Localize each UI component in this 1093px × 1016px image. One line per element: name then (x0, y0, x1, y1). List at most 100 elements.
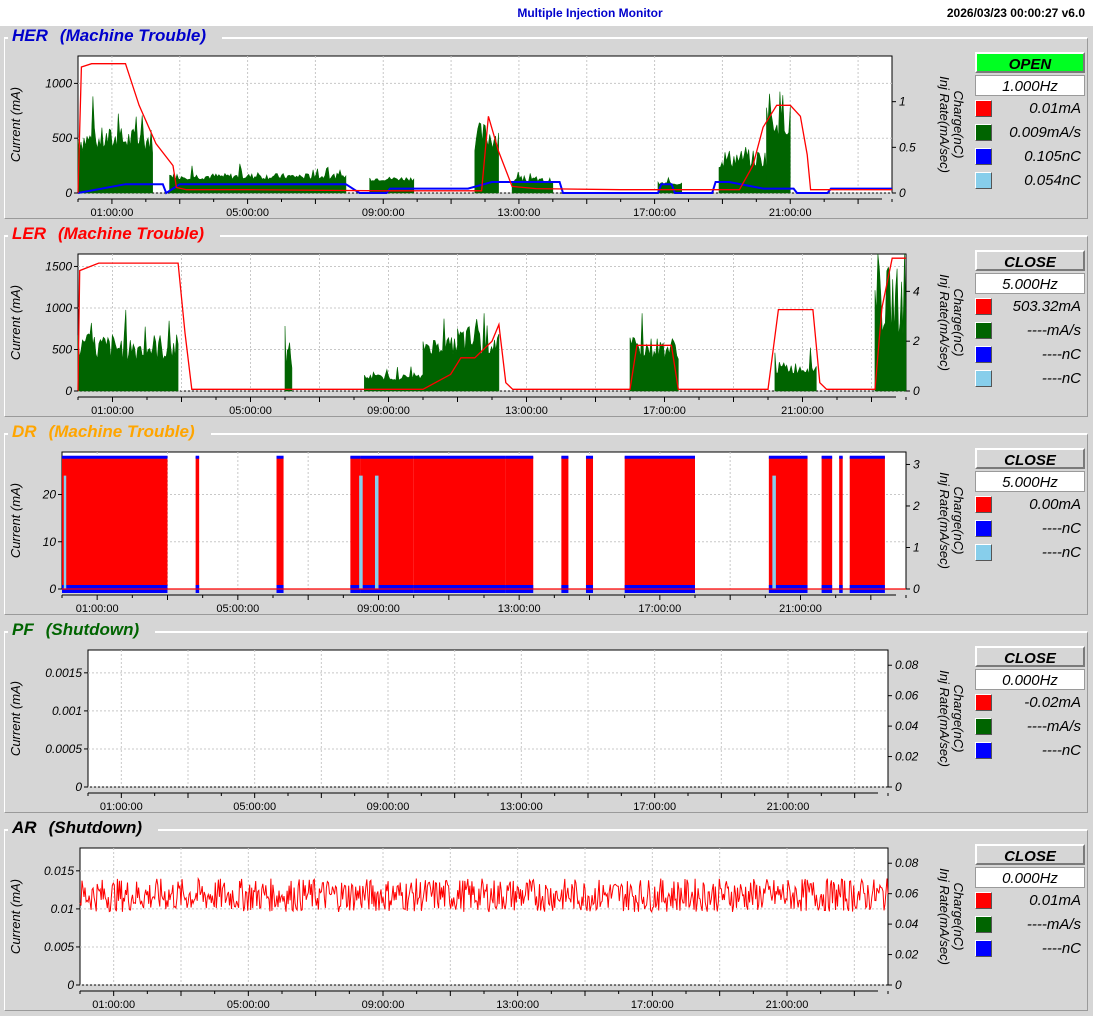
panel-frame (4, 235, 1088, 417)
y-tick-label: 20 (42, 488, 57, 502)
charge-top-band (276, 455, 284, 459)
y-tick-label: 0.005 (44, 940, 74, 954)
close-status-button[interactable]: CLOSE (975, 250, 1085, 271)
legend-row: ----nC (975, 516, 1089, 540)
y2-axis-label: Charge(nC)Inj Rate(mA/sec) (937, 868, 966, 965)
y2-axis-label: Charge(nC)Inj Rate(mA/sec) (937, 472, 966, 569)
y2-tick-label: 0 (895, 780, 902, 794)
legend-row: 503.32mA (975, 294, 1089, 318)
rep-rate-readout: 5.000Hz (975, 471, 1085, 492)
panel-title: LER (Machine Trouble) (8, 224, 221, 244)
current-fill-block (849, 456, 885, 589)
x-tick-label: 21:00:00 (769, 207, 812, 219)
legend-row: 0.054nC (975, 168, 1089, 192)
y-tick-label: 0.0015 (45, 666, 82, 680)
panel-frame (4, 37, 1088, 219)
panel-pf: PF (Shutdown) 0 0.0005 0.001 0.0015 0 0.02 0.04 0… (0, 620, 1093, 818)
y2-axis-label: Charge(nC)Inj Rate(mA/sec) (937, 76, 966, 173)
x-tick-label: 13:00:00 (500, 801, 543, 813)
y-tick-label: 0.015 (44, 864, 74, 878)
y-tick-label: 0 (75, 780, 82, 794)
current-fill-block (624, 456, 695, 589)
panel-name: LER (12, 224, 46, 243)
close-status-button[interactable]: CLOSE (975, 844, 1085, 865)
y-tick-label: 1000 (45, 76, 72, 90)
panel-status: (Machine Trouble) (58, 224, 205, 243)
y-tick-label: 1000 (45, 301, 72, 315)
legend-row: ----nC (975, 936, 1089, 960)
y2-tick-label: 0.06 (895, 689, 919, 703)
panel-title: HER (Machine Trouble) (8, 26, 222, 46)
chart-ar: 0 0.005 0.01 0.015 0 0.02 0.04 0.06 0.08 01:00:00… (8, 847, 966, 1011)
panel-title: AR (Shutdown) (8, 818, 159, 838)
x-tick-label: 09:00:00 (357, 603, 400, 615)
y2-tick-label: 0 (899, 186, 906, 200)
current-fill-block (413, 456, 506, 589)
y-tick-label: 500 (52, 131, 72, 145)
legend-value: 503.32mA (1012, 298, 1081, 315)
x-tick-label: 05:00:00 (229, 405, 272, 417)
x-tick-label: 09:00:00 (362, 999, 405, 1011)
charge-top-band (821, 455, 833, 459)
y2-tick-label: 2 (912, 499, 920, 513)
rep-rate-readout: 0.000Hz (975, 669, 1085, 690)
y-tick-label: 0 (65, 186, 72, 200)
y-tick-label: 500 (52, 342, 72, 356)
legend-swatch (975, 298, 992, 315)
app-title: Multiple Injection Monitor (517, 6, 663, 20)
legend-value: ----nC (1041, 520, 1081, 537)
y2-tick-label: 0 (913, 384, 920, 398)
charge-top-band (585, 455, 594, 459)
open-status-button[interactable]: OPEN (975, 52, 1085, 73)
legend-row: 0.01mA (975, 96, 1089, 120)
legend-row: 0.009mA/s (975, 120, 1089, 144)
charge-top-band (62, 455, 168, 459)
legend-value: -0.02mA (1024, 694, 1081, 711)
charge2-streak (772, 475, 776, 589)
y2-tick-label: 4 (913, 284, 920, 298)
close-status-button[interactable]: CLOSE (975, 448, 1085, 469)
legend-swatch (975, 718, 992, 735)
panel-frame (4, 631, 1088, 813)
legend-swatch (975, 892, 992, 909)
legend-row: ----nC (975, 738, 1089, 762)
chart-ler: 0 500 1000 1500 0 2 4 01:00:00 05:00:00 09:00:00 1… (8, 253, 966, 417)
legend-row: ----nC (975, 540, 1089, 564)
charge-top-band (413, 455, 506, 459)
y2-tick-label: 0.08 (895, 856, 919, 870)
x-tick-label: 17:00:00 (631, 999, 674, 1011)
x-tick-label: 01:00:00 (91, 207, 134, 219)
inj-rate-series (474, 122, 499, 194)
legend-value: 0.00mA (1029, 496, 1081, 513)
legend-swatch (975, 172, 992, 189)
legend-swatch (975, 322, 992, 339)
y-tick-label: 0 (49, 582, 56, 596)
panel-ler: LER (Machine Trouble) 0 500 1000 1500 0 2 4 01:00… (0, 224, 1093, 422)
legend-swatch (975, 940, 992, 957)
current-series (79, 876, 889, 914)
legend-swatch (975, 124, 992, 141)
x-tick-label: 17:00:00 (643, 405, 686, 417)
close-status-button[interactable]: CLOSE (975, 646, 1085, 667)
current-fill-block (505, 456, 534, 589)
panel-status: (Shutdown) (45, 620, 140, 639)
inj-rate-series (77, 309, 179, 392)
legend-value: ----mA/s (1026, 718, 1081, 735)
rep-rate-readout: 5.000Hz (975, 273, 1085, 294)
x-tick-label: 05:00:00 (216, 603, 259, 615)
charge-top-band (839, 455, 843, 459)
y2-tick-label: 0.04 (895, 917, 919, 931)
timestamp: 2026/03/23 00:00:27 v6.0 (946, 6, 1085, 20)
x-tick-label: 21:00:00 (766, 999, 809, 1011)
y2-axis-label: Charge(nC)Inj Rate(mA/sec) (937, 670, 966, 767)
x-tick-label: 01:00:00 (92, 999, 135, 1011)
panel-status: (Machine Trouble) (48, 422, 195, 441)
x-tick-label: 21:00:00 (781, 405, 824, 417)
y2-tick-label: 1 (913, 540, 920, 554)
charge-top-band (505, 455, 534, 459)
y-axis-label: Current (mA) (8, 681, 23, 756)
chart-dr: 0 10 20 0 1 2 3 01:00:00 05:00:00 09:00:00 13:00:0… (8, 451, 966, 615)
rep-rate-readout: 1.000Hz (975, 75, 1085, 96)
x-tick-label: 09:00:00 (362, 207, 405, 219)
current-series (77, 63, 892, 194)
